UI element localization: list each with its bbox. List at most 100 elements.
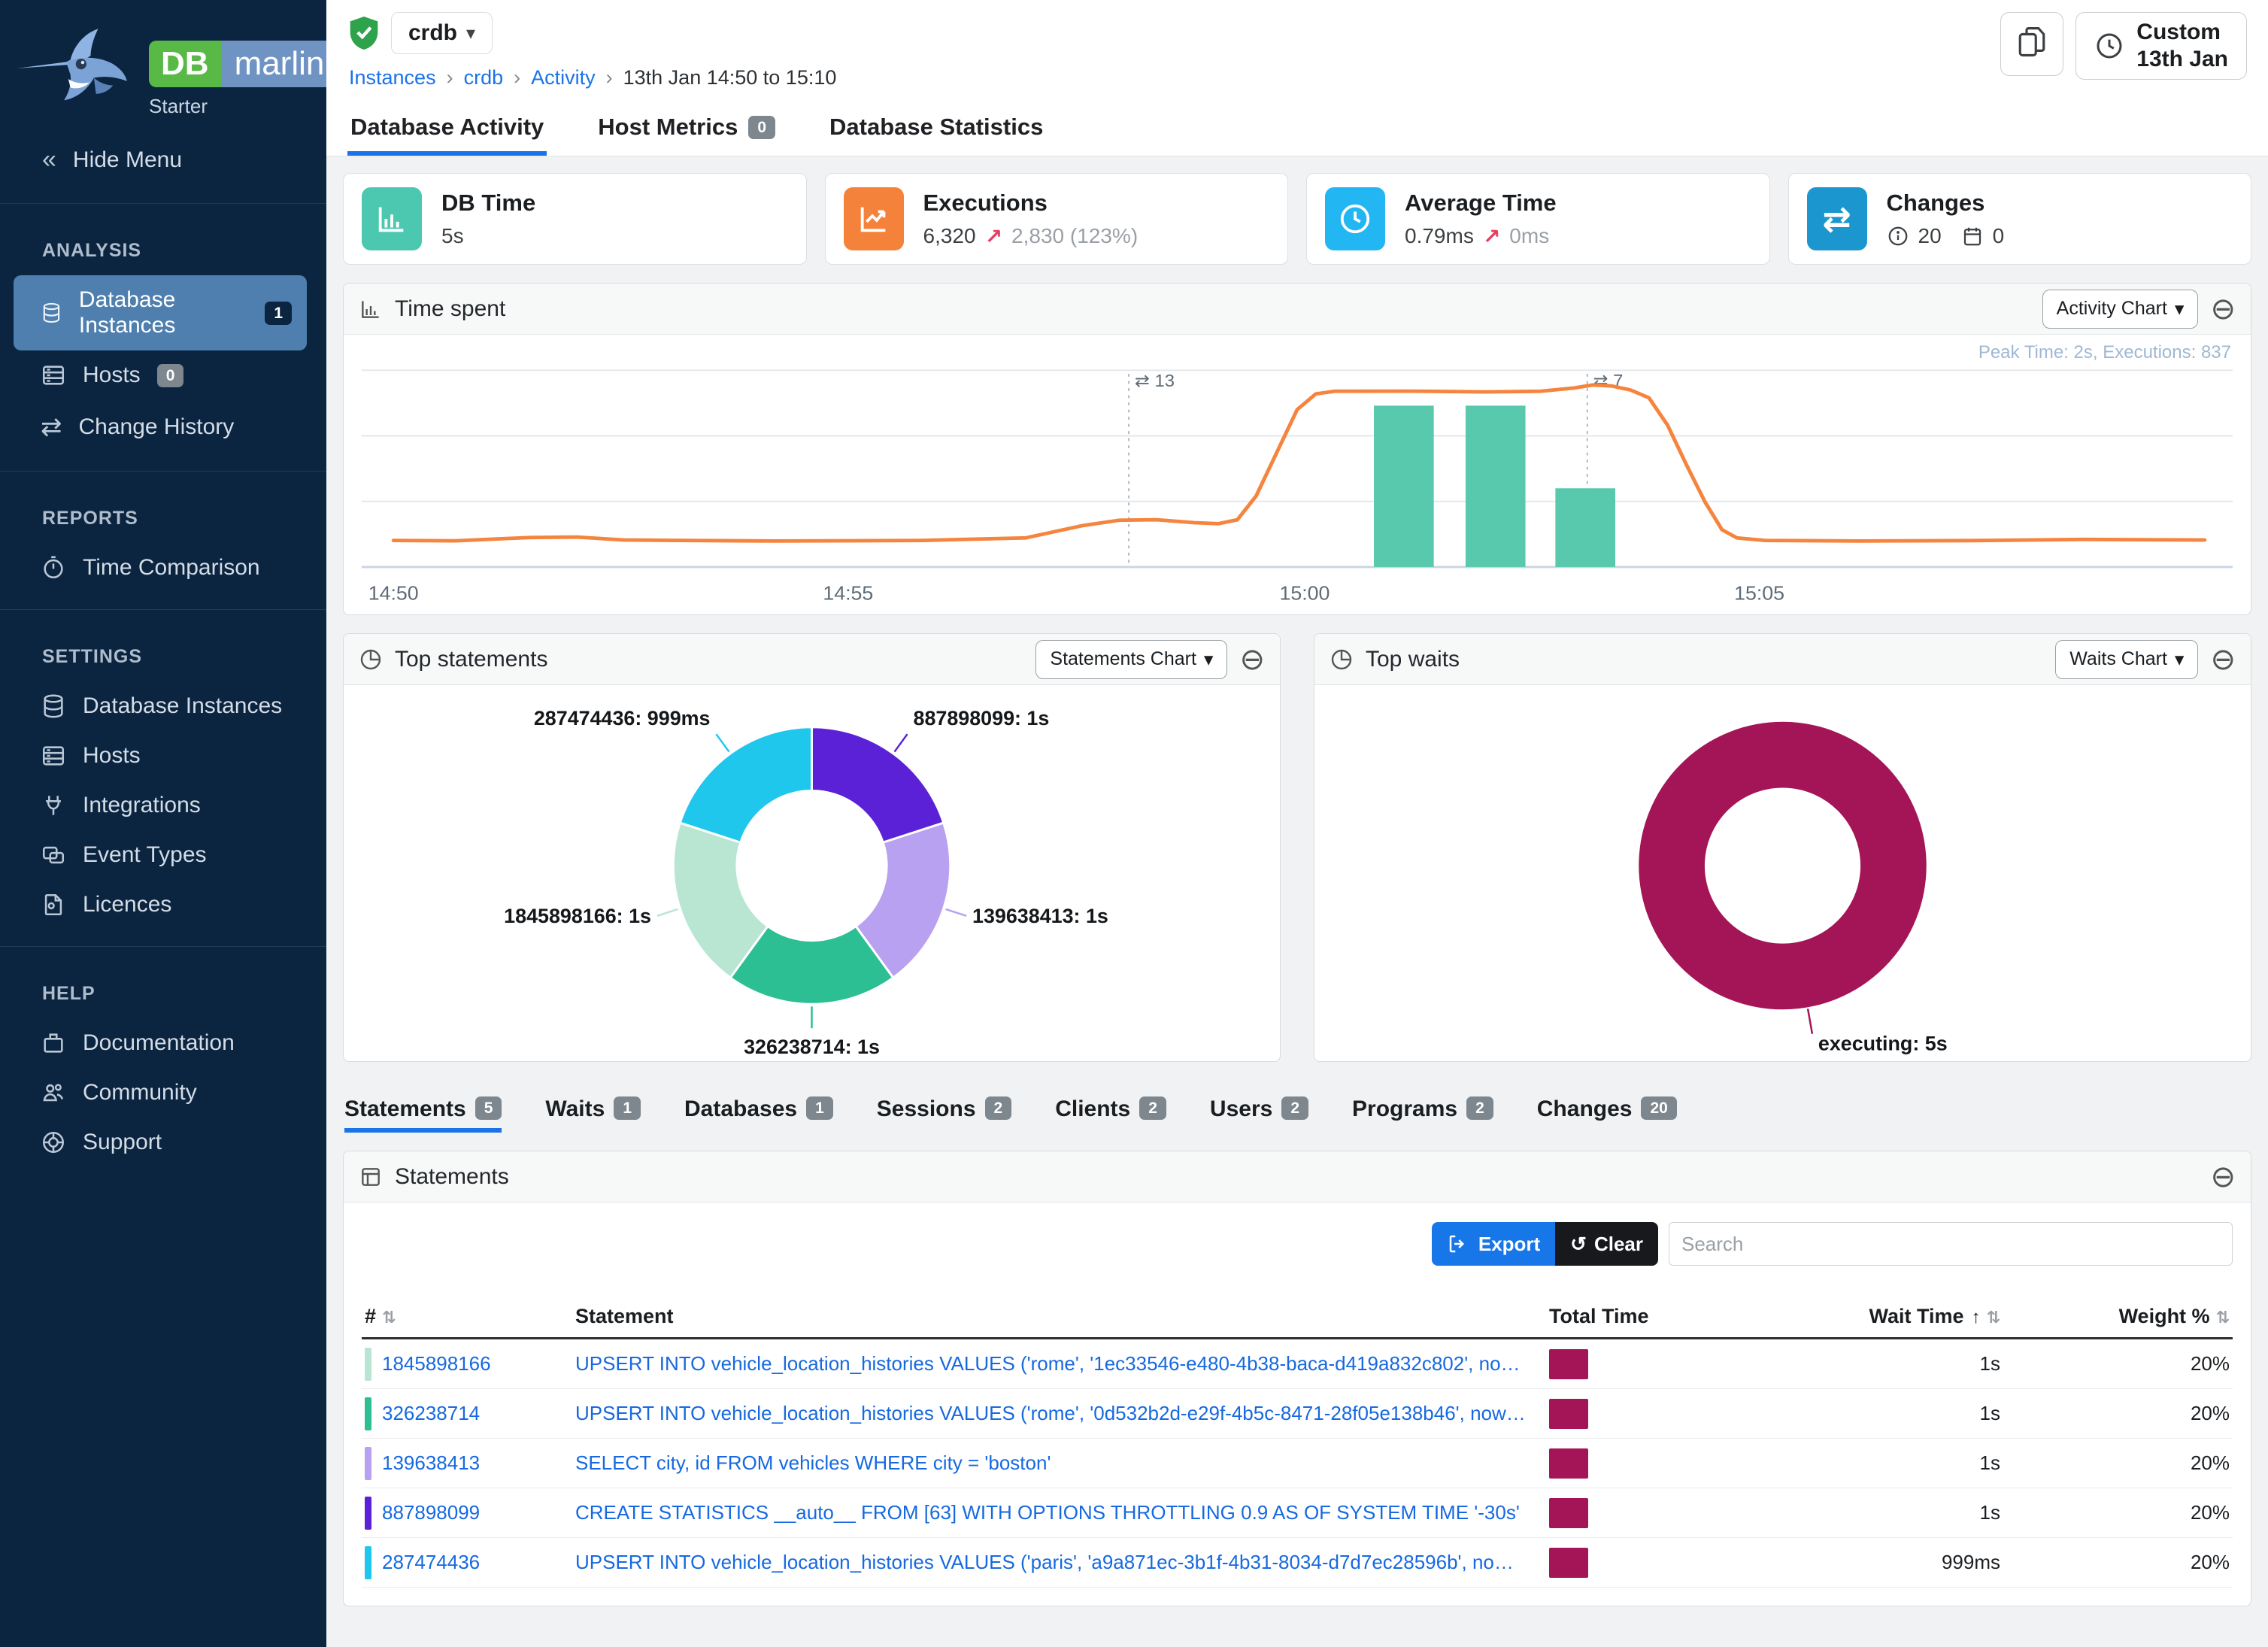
export-icon	[1449, 1235, 1464, 1253]
svg-text:326238714: 1s: 326238714: 1s	[744, 1036, 880, 1058]
copy-link-button[interactable]	[2000, 12, 2064, 76]
col-total-time[interactable]: Total Time	[1549, 1305, 1649, 1327]
table-row: 287474436 UPSERT INTO vehicle_location_h…	[362, 1538, 2233, 1588]
sidebar-item-integrations[interactable]: Integrations	[0, 781, 326, 830]
swap-icon: ⇄	[41, 413, 62, 441]
subtab-sessions[interactable]: Sessions 2	[877, 1096, 1012, 1133]
time-spent-chart[interactable]: Peak Time: 2s, Executions: 837 ⇄ 13 ⇄ 7 14…	[344, 335, 2251, 614]
divider	[0, 609, 326, 610]
sidebar-item-community[interactable]: Community	[0, 1068, 326, 1118]
statement-id-link[interactable]: 1845898166	[382, 1352, 491, 1375]
swap-icon: ⇄	[1806, 187, 1867, 250]
total-time-bar	[1549, 1398, 1588, 1429]
table-toolbar: Export ↺ Clear	[362, 1222, 2233, 1266]
breadcrumb-instances[interactable]: Instances	[349, 66, 436, 89]
statement-sql-link[interactable]: UPSERT INTO vehicle_location_histories V…	[575, 1352, 1549, 1375]
undo-icon: ↺	[1570, 1232, 1587, 1255]
search-input[interactable]	[1669, 1222, 2233, 1266]
svg-text:⇄ 13: ⇄ 13	[1135, 372, 1175, 390]
sidebar-item-support[interactable]: Support	[0, 1118, 326, 1167]
divider	[0, 471, 326, 472]
hide-menu-button[interactable]: « Hide Menu	[42, 145, 182, 174]
collapse-panel-icon[interactable]: ⊖	[1239, 642, 1265, 676]
trend-up-icon	[843, 187, 904, 250]
statement-id-link[interactable]: 887898099	[382, 1501, 481, 1524]
sidebar-item-settings-hosts[interactable]: Hosts	[0, 731, 326, 781]
sidebar-item-database-instances[interactable]: Database Instances 1	[14, 275, 307, 350]
sort-icon[interactable]: ⇅	[382, 1308, 396, 1327]
instance-selector[interactable]: crdb ▾	[391, 12, 493, 54]
tab-database-statistics[interactable]: Database Statistics	[829, 114, 1044, 140]
col-weight[interactable]: Weight %	[2118, 1305, 2210, 1327]
section-analysis: ANALYSIS	[42, 240, 142, 261]
tab-host-metrics[interactable]: Host Metrics 0	[595, 100, 778, 156]
sidebar: DB marlin Starter « Hide Menu ANALYSIS D…	[0, 0, 338, 1647]
chevron-down-icon: ▾	[1203, 648, 1214, 670]
waits-chart-select[interactable]: Waits Chart ▾	[2055, 639, 2199, 679]
sidebar-item-documentation[interactable]: Documentation	[0, 1018, 326, 1068]
sidebar-item-time-comparison[interactable]: Time Comparison	[0, 543, 326, 593]
subtab-waits[interactable]: Waits 1	[545, 1096, 641, 1133]
series-color-chip	[365, 1446, 371, 1480]
section-help: HELP	[42, 983, 96, 1004]
panel-title: Statements	[395, 1163, 509, 1189]
col-wait-time[interactable]: Wait Time	[1869, 1305, 1964, 1327]
time-range-button[interactable]: Custom 13th Jan	[2075, 12, 2247, 80]
subtab-programs[interactable]: Programs 2	[1352, 1096, 1493, 1133]
collapse-panel-icon[interactable]: ⊖	[2210, 292, 2236, 326]
server-icon	[42, 746, 65, 766]
sidebar-item-change-history[interactable]: ⇄ Change History	[41, 413, 235, 441]
section-settings: SETTINGS	[42, 646, 143, 667]
clear-button[interactable]: ↺ Clear	[1555, 1222, 1658, 1266]
statement-id-link[interactable]: 326238714	[382, 1402, 481, 1424]
sidebar-item-settings-database-instances[interactable]: Database Instances	[0, 681, 326, 731]
collapse-panel-icon[interactable]: ⊖	[2210, 642, 2236, 676]
col-num[interactable]: #	[365, 1305, 377, 1327]
peak-note: Peak Time: 2s, Executions: 837	[1978, 342, 2231, 362]
dbmarlin-logo[interactable]: DB marlin Starter	[0, 0, 338, 126]
top-statements-donut[interactable]: 887898099: 1s 139638413: 1s 326238714: 1s 1…	[344, 685, 1280, 1061]
top-waits-panel: Top waits Waits Chart ▾ ⊖ executing: 5s	[1314, 633, 2251, 1062]
subtab-users[interactable]: Users 2	[1210, 1096, 1309, 1133]
export-button[interactable]: Export	[1431, 1222, 1556, 1266]
sort-icon[interactable]: ⇅	[1986, 1308, 2000, 1327]
top-waits-donut[interactable]: executing: 5s	[1314, 685, 2251, 1061]
statement-sql-link[interactable]: UPSERT INTO vehicle_location_histories V…	[575, 1402, 1549, 1424]
breadcrumb-crdb[interactable]: crdb	[463, 66, 504, 89]
sidebar-item-hosts[interactable]: Hosts 0	[0, 350, 326, 400]
statement-id-link[interactable]: 139638413	[382, 1451, 481, 1474]
sort-icon[interactable]: ⇅	[2215, 1308, 2230, 1327]
main-tabs: Database Activity Host Metrics 0 Databas…	[326, 97, 2268, 156]
panel-title: Top statements	[395, 646, 548, 672]
count-badge: 1	[806, 1096, 833, 1120]
sidebar-item-event-types[interactable]: Event Types	[0, 830, 326, 880]
crumb-sep: ›	[605, 66, 613, 89]
tab-database-activity[interactable]: Database Activity	[347, 100, 547, 156]
subtab-statements[interactable]: Statements 5	[344, 1096, 502, 1133]
sidebar-item-licences[interactable]: Licences	[0, 880, 326, 930]
subtab-clients[interactable]: Clients 2	[1055, 1096, 1166, 1133]
subtab-databases[interactable]: Databases 1	[684, 1096, 833, 1133]
statement-sql-link[interactable]: SELECT city, id FROM vehicles WHERE city…	[575, 1451, 1051, 1474]
activity-chart-select[interactable]: Activity Chart ▾	[2042, 289, 2199, 329]
statement-id-link[interactable]: 287474436	[382, 1551, 481, 1573]
collapse-panel-icon[interactable]: ⊖	[2210, 1160, 2236, 1194]
table-row: 1845898166 UPSERT INTO vehicle_location_…	[362, 1339, 2233, 1389]
breadcrumb-activity[interactable]: Activity	[531, 66, 596, 89]
statement-sql-link[interactable]: UPSERT INTO vehicle_location_histories V…	[575, 1551, 1549, 1573]
total-time-bar	[1549, 1448, 1588, 1479]
stopwatch-icon	[44, 556, 63, 579]
statement-sql-link[interactable]: CREATE STATISTICS __auto__ FROM [63] WIT…	[575, 1501, 1520, 1524]
subtab-changes[interactable]: Changes 20	[1537, 1096, 1677, 1133]
up-right-icon: ↗	[1482, 224, 1501, 248]
table-header-row: # ⇅ Statement Total Time Wait Time ↑ ⇅ Weig…	[362, 1296, 2233, 1339]
col-statement[interactable]: Statement	[575, 1305, 674, 1327]
svg-text:887898099: 1s: 887898099: 1s	[914, 707, 1050, 729]
count-badge: 0	[748, 115, 776, 139]
wait-time-value: 1s	[1979, 1352, 2000, 1375]
statements-chart-select[interactable]: Statements Chart ▾	[1035, 639, 1228, 679]
card-executions: Executions 6,320 ↗ 2,830 (123%)	[824, 173, 1288, 265]
divider	[0, 946, 326, 947]
crumb-sep: ›	[446, 66, 453, 89]
